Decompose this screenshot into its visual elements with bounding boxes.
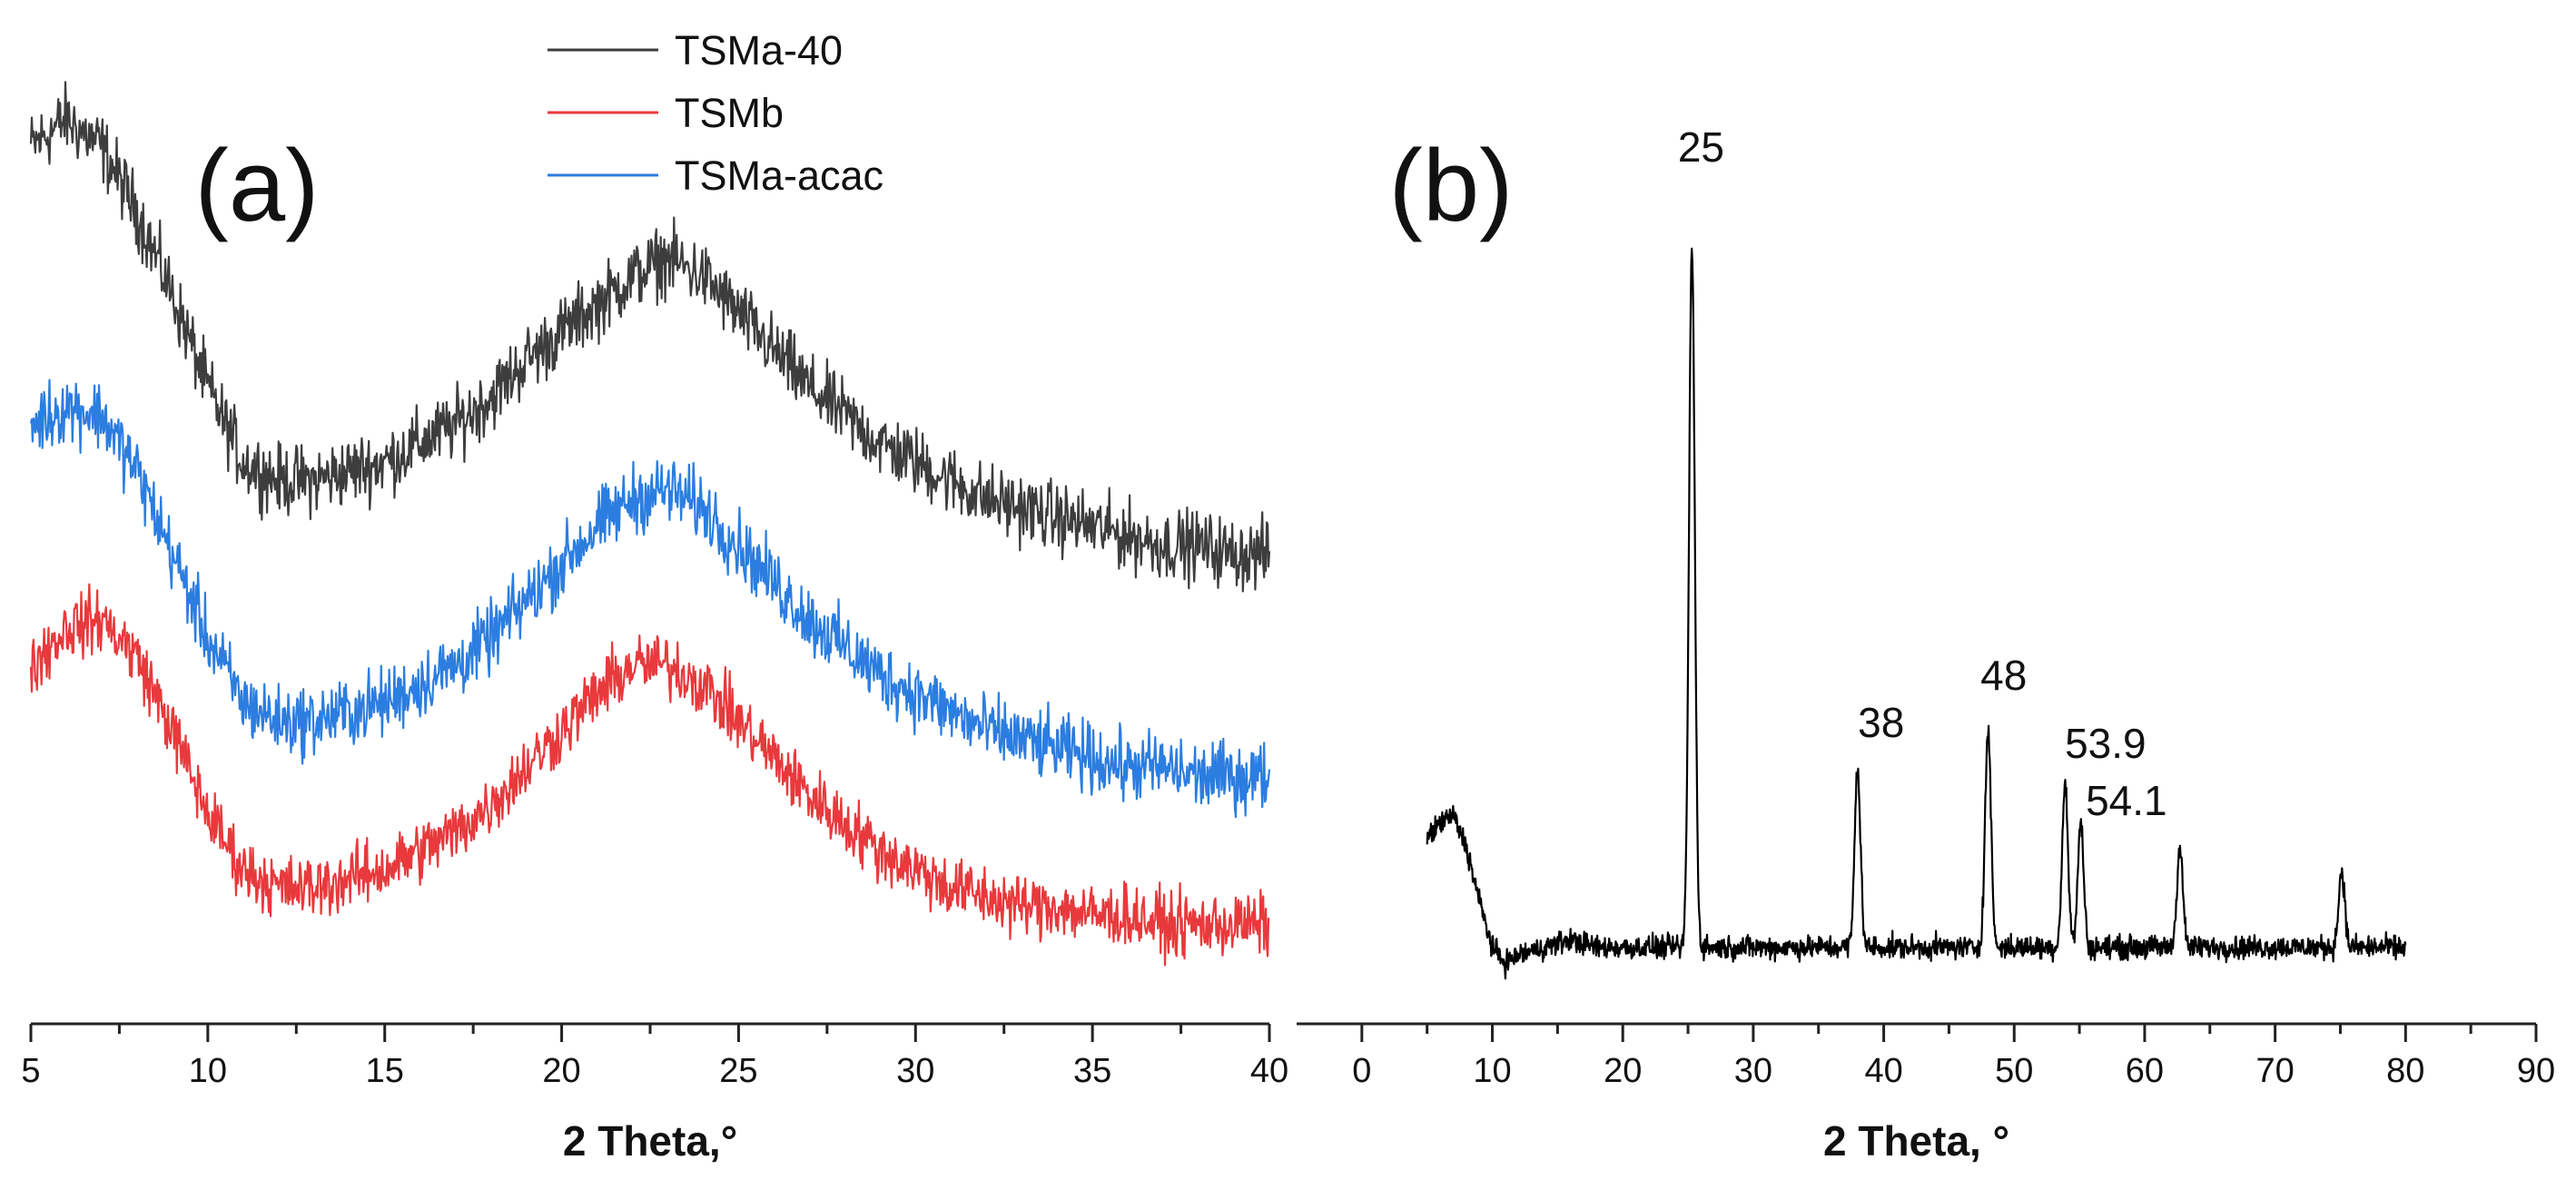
x-tick-label: 20: [1604, 1052, 1642, 1090]
x-tick-label: 60: [2126, 1052, 2164, 1090]
series-line-xrd-pattern: [1426, 247, 2407, 980]
x-tick-label: 10: [1473, 1052, 1511, 1090]
panel-a-series: [29, 81, 1271, 967]
series-line-tsmb: [29, 583, 1270, 967]
peak-annotation: 53.9: [2065, 720, 2147, 767]
x-tick-label: 0: [1352, 1052, 1371, 1090]
peak-annotation: 54.1: [2086, 777, 2167, 824]
panel-b-peak-annotations: 25 38 48 53.9 54.1: [1678, 123, 2167, 824]
series-line-tsma-40: [29, 81, 1271, 593]
panel-a-x-ticks: 5 10 15 20 25 30 35 40: [21, 1024, 1288, 1090]
peak-annotation: 25: [1678, 123, 1724, 171]
x-tick-label: 25: [719, 1052, 757, 1090]
x-tick-label: 30: [896, 1052, 934, 1090]
x-tick-label: 15: [366, 1052, 404, 1090]
x-tick-label: 10: [189, 1052, 227, 1090]
panel-a-x-axis-title: 2 Theta,°: [563, 1117, 737, 1165]
x-tick-label: 80: [2386, 1052, 2424, 1090]
panel-b-x-ticks: 0 10 20 30 40 50 60 70 80 90: [1352, 1024, 2555, 1090]
peak-annotation: 38: [1858, 699, 1904, 746]
legend-label: TSMb: [675, 90, 784, 136]
panel-b-x-axis-title: 2 Theta, °: [1823, 1117, 2009, 1165]
x-tick-label: 90: [2517, 1052, 2555, 1090]
legend-label: TSMa-acac: [675, 152, 883, 199]
peak-annotation: 48: [1980, 652, 2027, 699]
panel-a-label: (a): [195, 129, 320, 242]
x-tick-label: 70: [2255, 1052, 2294, 1090]
x-tick-label: 30: [1734, 1052, 1772, 1090]
x-tick-label: 20: [542, 1052, 580, 1090]
x-tick-label: 35: [1073, 1052, 1111, 1090]
x-tick-label: 5: [21, 1052, 40, 1090]
x-tick-label: 40: [1250, 1052, 1288, 1090]
panel-b-label: (b): [1389, 129, 1514, 242]
panel-a: 5 10 15 20 25 30 35 40 2 Theta,° (a) TSMa-40TSM…: [21, 27, 1288, 1165]
panel-a-legend: TSMa-40 TSMb TSMa-acac: [548, 27, 883, 199]
panel-b-series: [1426, 247, 2407, 980]
x-tick-label: 40: [1864, 1052, 1902, 1090]
series-line-tsma-acac: [29, 378, 1271, 819]
legend-label: TSMa-40: [675, 27, 843, 74]
panel-b: 0 10 20 30 40 50 60 70 80 90 2 Theta, ° (b) 25 38 4…: [1297, 123, 2555, 1165]
x-tick-label: 50: [1995, 1052, 2033, 1090]
